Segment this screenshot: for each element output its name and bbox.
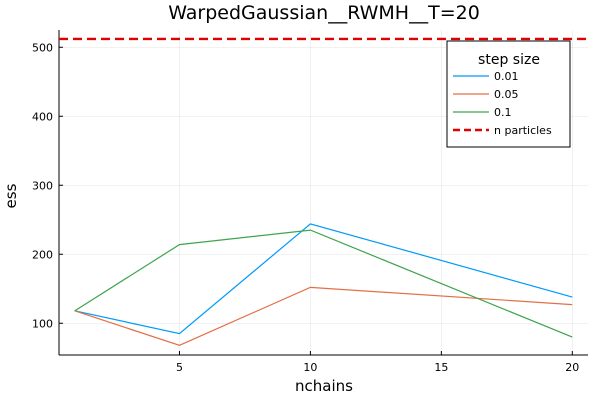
x-tick-label: 20 <box>565 361 579 374</box>
legend-entries: 0.01 0.05 0.1 n particles <box>453 70 552 137</box>
legend-label: 0.1 <box>494 106 512 119</box>
legend-label: n particles <box>494 124 552 137</box>
chart-title: WarpedGaussian__RWMH__T=20 <box>168 2 480 24</box>
axes <box>58 30 588 356</box>
series-line-0.1 <box>74 229 573 338</box>
x-tick-label: 5 <box>176 361 183 374</box>
series-line-0.05 <box>74 286 573 346</box>
y-tick-label: 100 <box>32 317 53 330</box>
x-ticks: 5 10 15 20 <box>176 351 579 374</box>
legend-label: 0.01 <box>494 70 519 83</box>
series-lines <box>74 223 573 346</box>
y-tick-label: 200 <box>32 248 53 261</box>
legend: step size 0.01 0.05 0.1 n particles <box>446 40 571 148</box>
x-tick-label: 10 <box>303 361 317 374</box>
legend-title: step size <box>478 52 540 68</box>
y-ticks: 100 200 300 400 500 <box>32 41 63 330</box>
y-axis-label: ess <box>2 183 20 208</box>
x-axis-label: nchains <box>295 377 353 395</box>
y-tick-label: 300 <box>32 179 53 192</box>
series-line-0.01 <box>74 223 573 335</box>
y-tick-label: 500 <box>32 41 53 54</box>
y-tick-label: 400 <box>32 110 53 123</box>
x-tick-label: 15 <box>434 361 448 374</box>
legend-label: 0.05 <box>494 88 519 101</box>
